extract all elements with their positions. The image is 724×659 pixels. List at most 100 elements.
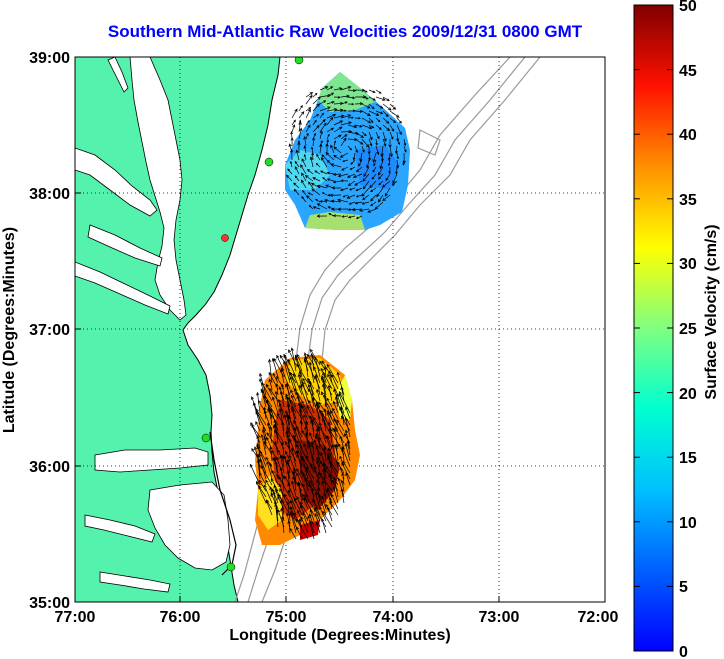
radar-station: [201, 433, 211, 443]
velocity-arrow: [332, 172, 342, 176]
y-tick-label: 37:00: [29, 322, 70, 339]
velocity-arrow: [273, 484, 279, 498]
velocity-arrow: [369, 180, 377, 189]
velocity-arrow: [362, 180, 370, 190]
velocity-arrow: [336, 393, 345, 414]
velocity-arrow: [333, 134, 342, 140]
velocity-arrow: [304, 175, 314, 182]
velocity-arrow: [352, 152, 356, 161]
velocity-arrow: [308, 513, 315, 528]
velocity-arrow: [322, 510, 333, 528]
velocity-arrow: [314, 356, 321, 378]
velocity-arrow: [319, 106, 331, 112]
velocity-arrow: [316, 388, 321, 402]
velocity-arrow: [326, 127, 335, 133]
velocity-arrow: [303, 414, 309, 426]
velocity-arrow: [314, 491, 321, 510]
velocity-arrow: [319, 119, 326, 126]
velocity-arrow: [294, 388, 303, 402]
velocity-arrow: [325, 503, 333, 516]
velocity-arrow: [368, 152, 372, 162]
velocity-arrow: [320, 157, 328, 168]
velocity-arrow: [379, 159, 384, 170]
y-axis-label: Latitude (Degrees:Minutes): [1, 227, 18, 433]
velocity-arrow: [315, 521, 321, 534]
velocity-arrow: [340, 137, 347, 147]
x-tick-label: 76:00: [160, 609, 201, 626]
velocity-arrow: [318, 436, 327, 450]
velocity-arrow: [340, 109, 347, 112]
velocity-arrow: [297, 481, 303, 504]
velocity-arrow: [389, 110, 400, 118]
velocity-arrow: [312, 124, 320, 133]
velocity-arrow: [387, 159, 391, 167]
velocity-arrow: [363, 166, 370, 178]
velocity-arrow: [382, 117, 390, 124]
velocity-arrow: [333, 114, 345, 119]
velocity-arrow: [317, 404, 327, 426]
velocity-arrow: [290, 389, 297, 402]
velocity-arrow: [311, 188, 321, 196]
velocity-arrow: [326, 116, 334, 126]
velocity-arrow: [293, 420, 303, 438]
velocity-arrow: [346, 440, 351, 456]
velocity-arrow: [258, 472, 267, 486]
velocity-arrow: [308, 361, 315, 384]
velocity-arrow: [333, 428, 339, 450]
velocity-arrow: [277, 398, 285, 420]
velocity-arrow: [319, 112, 324, 119]
velocity-arrow: [290, 394, 297, 408]
velocity-arrow: [382, 103, 392, 111]
colorbar: [633, 4, 674, 652]
colorbar-tick-label: 40: [679, 127, 697, 144]
velocity-arrow: [340, 386, 345, 402]
velocity-arrow: [299, 501, 309, 516]
velocity-arrow: [290, 148, 294, 161]
velocity-arrow: [329, 500, 339, 516]
velocity-arrow: [345, 406, 351, 420]
velocity-arrow: [375, 131, 380, 140]
velocity-arrow: [309, 156, 314, 168]
velocity-arrow: [320, 409, 333, 432]
velocity-arrow: [309, 480, 321, 498]
velocity-arrow: [279, 454, 285, 474]
velocity-arrow: [354, 124, 363, 128]
velocity-arrow: [378, 180, 384, 186]
velocity-arrow: [394, 145, 398, 155]
velocity-arrow: [287, 489, 297, 510]
velocity-arrow: [346, 194, 356, 199]
velocity-arrow: [312, 114, 320, 119]
velocity-arrow: [304, 431, 309, 450]
velocity-arrow: [341, 415, 351, 432]
velocity-arrow: [280, 441, 285, 456]
velocity-arrow: [278, 408, 285, 432]
colorbar-tick-label: 10: [679, 515, 697, 532]
velocity-arrow: [384, 187, 391, 197]
velocity-arrow: [354, 145, 358, 154]
velocity-arrow: [309, 508, 315, 522]
velocity-arrow: [324, 401, 333, 420]
velocity-arrow: [314, 373, 321, 396]
velocity-arrow: [318, 421, 327, 444]
velocity-arrow: [370, 194, 377, 202]
velocity-arrow: [292, 373, 303, 396]
velocity-arrow: [272, 425, 285, 444]
velocity-arrow: [280, 516, 285, 534]
velocity-arrow: [315, 435, 327, 456]
velocity-arrow: [323, 408, 327, 420]
velocity-arrow: [312, 206, 321, 210]
velocity-arrow: [342, 194, 349, 198]
velocity-arrow: [286, 403, 291, 420]
velocity-arrow: [270, 478, 279, 492]
velocity-arrow: [368, 124, 375, 129]
velocity-arrow: [354, 117, 361, 120]
velocity-arrow: [285, 512, 291, 528]
velocity-arrow: [388, 166, 392, 175]
northern-velocity-field: [285, 72, 410, 230]
velocity-arrow: [351, 208, 363, 212]
velocity-arrow: [377, 166, 384, 176]
velocity-arrow: [331, 479, 339, 492]
velocity-arrow: [314, 507, 327, 528]
velocity-arrow: [305, 108, 311, 119]
velocity-arrow: [321, 154, 328, 161]
